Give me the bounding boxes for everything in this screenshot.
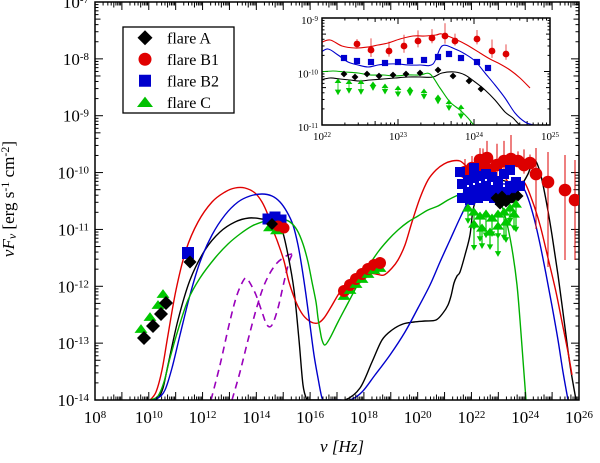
- svg-text:flare B2: flare B2: [167, 73, 219, 90]
- svg-text:flare C: flare C: [167, 95, 211, 112]
- svg-text:flare A: flare A: [167, 30, 211, 47]
- svg-text:ν [Hz]: ν [Hz]: [320, 437, 364, 456]
- svg-text:νFν [erg s-1 cm-2]: νFν [erg s-1 cm-2]: [0, 141, 19, 257]
- svg-text:flare B1: flare B1: [167, 52, 219, 69]
